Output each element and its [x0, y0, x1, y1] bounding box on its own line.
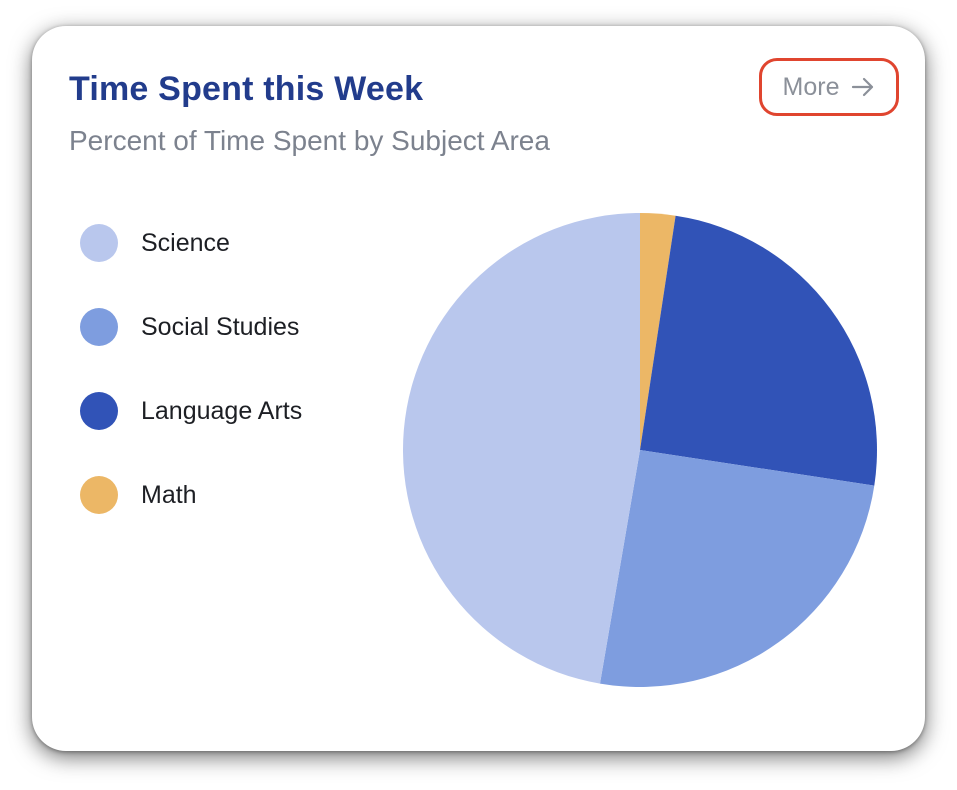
legend-label-social-studies: Social Studies — [141, 312, 300, 341]
time-spent-card: Time Spent this Week Percent of Time Spe… — [32, 26, 925, 751]
arrow-right-icon — [851, 77, 875, 97]
legend-item-language-arts: Language Arts — [80, 390, 302, 432]
legend-label-math: Math — [141, 480, 197, 509]
pie-slice-science — [402, 213, 640, 684]
legend-swatch-science — [80, 224, 118, 262]
pie-chart — [402, 213, 877, 688]
more-button-label: More — [782, 72, 840, 101]
pie-slice-social-studies — [599, 450, 875, 688]
more-button[interactable]: More — [759, 58, 899, 116]
legend-label-science: Science — [141, 228, 230, 257]
legend-swatch-math — [80, 476, 118, 514]
legend-item-social-studies: Social Studies — [80, 306, 302, 348]
legend-swatch-social-studies — [80, 308, 118, 346]
legend-item-math: Math — [80, 474, 302, 516]
card-title: Time Spent this Week — [69, 70, 424, 108]
card-subtitle: Percent of Time Spent by Subject Area — [69, 125, 550, 156]
chart-legend: Science Social Studies Language Arts Mat… — [80, 222, 302, 558]
pie-slice-language-arts — [640, 215, 877, 486]
pie-chart-area — [400, 210, 880, 690]
pie-slice-math — [640, 213, 676, 450]
legend-swatch-language-arts — [80, 392, 118, 430]
legend-label-language-arts: Language Arts — [141, 396, 303, 425]
legend-item-science: Science — [80, 222, 302, 264]
